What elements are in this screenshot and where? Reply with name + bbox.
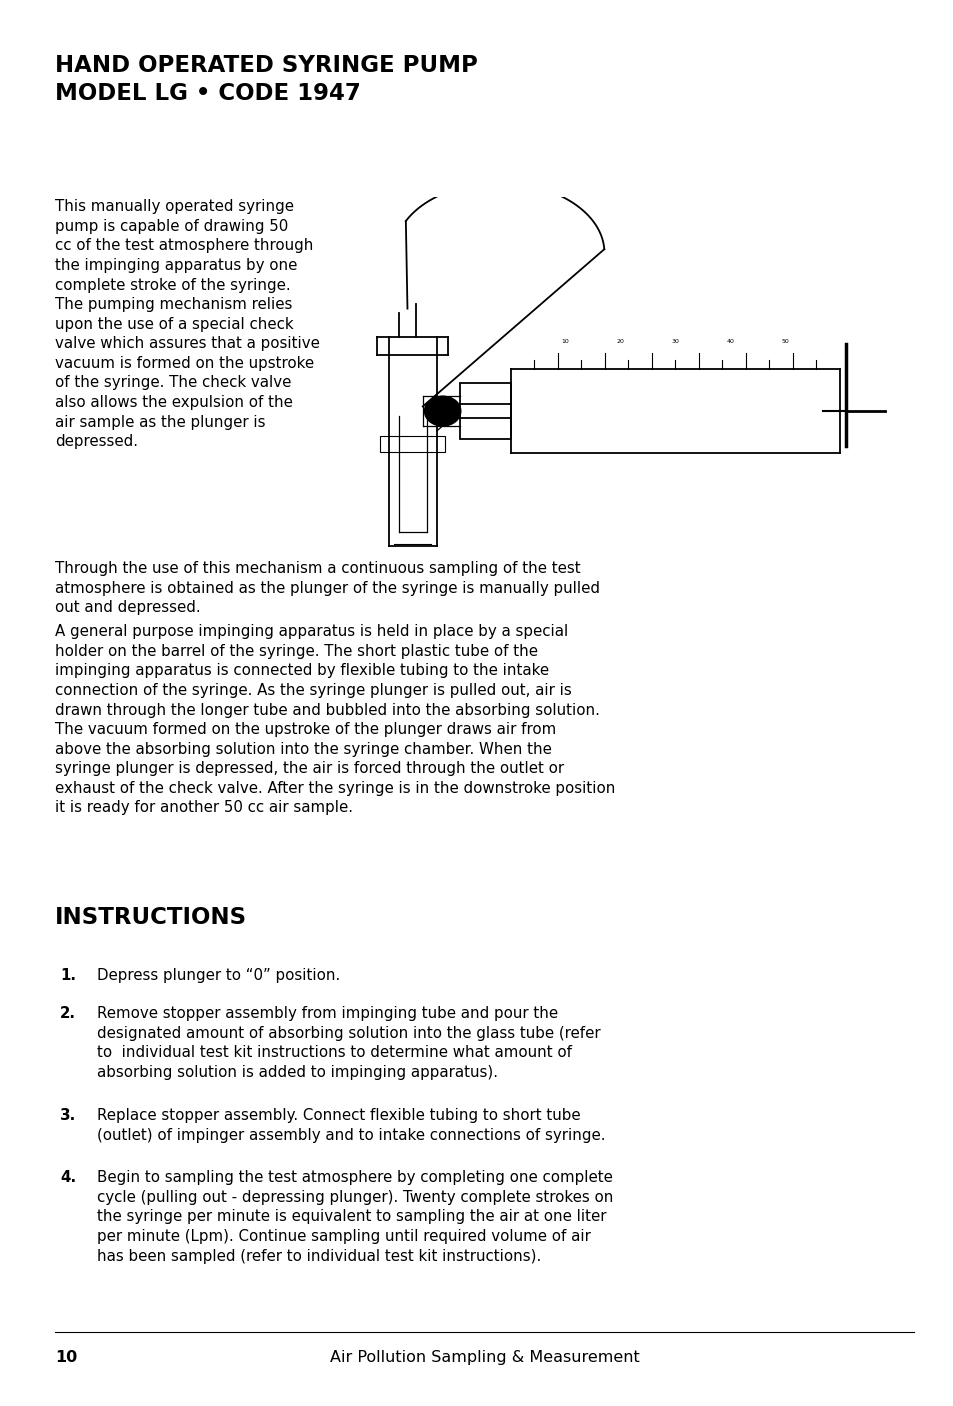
Text: Depress plunger to “0” position.: Depress plunger to “0” position. [97, 969, 340, 983]
Bar [380, 436, 445, 451]
Text: 10: 10 [561, 339, 569, 343]
Text: HAND OPERATED SYRINGE PUMP
MODEL LG • CODE 1947: HAND OPERATED SYRINGE PUMP MODEL LG • CO… [55, 55, 477, 105]
Text: INSTRUCTIONS: INSTRUCTIONS [55, 907, 247, 929]
Text: Through the use of this mechanism a continuous sampling of the test
atmosphere i: Through the use of this mechanism a cont… [55, 561, 599, 616]
Circle shape [424, 396, 460, 426]
Text: Remove stopper assembly from impinging tube and pour the
designated amount of ab: Remove stopper assembly from impinging t… [97, 1007, 600, 1080]
Text: 20: 20 [616, 339, 624, 343]
Text: 1.: 1. [60, 969, 76, 983]
Text: Begin to sampling the test atmosphere by completing one complete
cycle (pulling : Begin to sampling the test atmosphere by… [97, 1170, 613, 1264]
Text: 50: 50 [781, 339, 788, 343]
Bar [459, 382, 510, 439]
Text: This manually operated syringe
pump is capable of drawing 50
cc of the test atmo: This manually operated syringe pump is c… [55, 200, 320, 449]
Text: 40: 40 [725, 339, 734, 343]
Text: 30: 30 [671, 339, 679, 343]
Text: Replace stopper assembly. Connect flexible tubing to short tube
(outlet) of impi: Replace stopper assembly. Connect flexib… [97, 1108, 605, 1143]
Text: 3.: 3. [60, 1108, 76, 1123]
Text: A general purpose impinging apparatus is held in place by a special
holder on th: A general purpose impinging apparatus is… [55, 624, 615, 815]
Text: Air Pollution Sampling & Measurement: Air Pollution Sampling & Measurement [330, 1350, 639, 1365]
Text: 4.: 4. [60, 1170, 76, 1185]
Text: 2.: 2. [60, 1007, 76, 1021]
Text: 10: 10 [55, 1350, 77, 1365]
